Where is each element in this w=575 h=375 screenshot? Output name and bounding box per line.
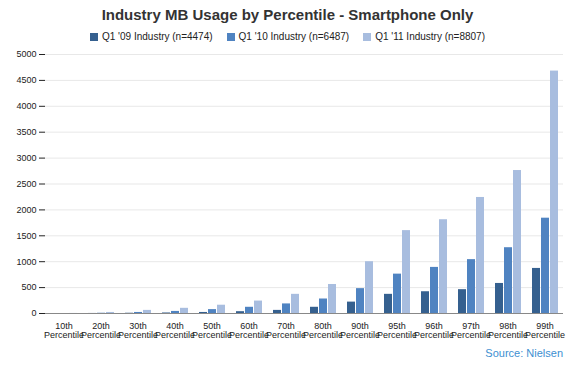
svg-text:1000: 1000 — [16, 257, 36, 267]
svg-text:2500: 2500 — [16, 179, 36, 189]
svg-text:4500: 4500 — [16, 75, 36, 85]
svg-text:96thPercentile: 96thPercentile — [414, 321, 454, 340]
svg-text:500: 500 — [21, 282, 36, 292]
svg-text:99thPercentile: 99thPercentile — [525, 321, 565, 340]
svg-text:50thPercentile: 50thPercentile — [192, 321, 232, 340]
svg-text:1500: 1500 — [16, 231, 36, 241]
svg-text:4000: 4000 — [16, 101, 36, 111]
svg-text:10thPercentile: 10thPercentile — [44, 321, 84, 340]
svg-text:70thPercentile: 70thPercentile — [266, 321, 306, 340]
html-text:Q1 '10 Industry (n=6487): Q1 '10 Industry (n=6487) — [238, 30, 350, 42]
svg-text:90thPercentile: 90thPercentile — [340, 321, 380, 340]
svg-text:80thPercentile: 80thPercentile — [303, 321, 343, 340]
html-text:Q1 '11 Industry (n=8807): Q1 '11 Industry (n=8807) — [375, 30, 485, 42]
svg-text:95thPercentile: 95thPercentile — [377, 321, 417, 340]
svg-text:5000: 5000 — [16, 49, 36, 59]
html-text:Industry MB Usage by Percentil: Industry MB Usage by Percentile - Smartp… — [101, 6, 474, 23]
svg-text:20thPercentile: 20thPercentile — [81, 321, 121, 340]
svg-text:0: 0 — [31, 308, 36, 318]
svg-text:30thPercentile: 30thPercentile — [118, 321, 158, 340]
html-text:Q1 '09 Industry (n=4474): Q1 '09 Industry (n=4474) — [102, 30, 213, 42]
svg-text:2000: 2000 — [16, 205, 36, 215]
svg-text:40thPercentile: 40thPercentile — [155, 321, 195, 340]
svg-text:3000: 3000 — [16, 153, 36, 163]
svg-text:60thPercentile: 60thPercentile — [229, 321, 269, 340]
svg-text:98thPercentile: 98thPercentile — [488, 321, 528, 340]
svg-text:97thPercentile: 97thPercentile — [451, 321, 491, 340]
html-text:Source: Nielsen: Source: Nielsen — [485, 347, 563, 359]
svg-text:3500: 3500 — [16, 127, 36, 137]
